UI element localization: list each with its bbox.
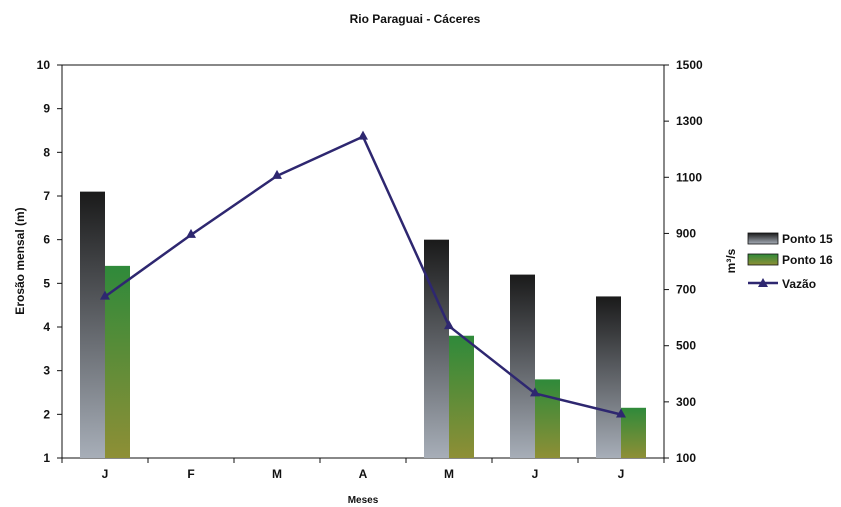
y-tick-label: 1 [43,451,50,465]
y2-axis-ticks: 100 300 500 700 900 1100 1300 1500 [664,58,703,465]
y-tick-label: 3 [43,364,50,378]
legend-label-vazao: Vazão [782,277,816,291]
vazao-point [444,320,454,330]
x-tick-label: A [359,467,368,481]
bar-ponto-15 [424,239,449,458]
y-tick-label: 7 [43,189,50,203]
x-tick-label: M [444,467,454,481]
y2-axis-title: m³/s [724,248,738,273]
bars [80,191,646,458]
vazao-point [100,290,110,300]
plot-area [61,64,665,459]
legend-swatch-ponto15 [747,232,779,245]
y-tick-label: 4 [43,320,50,334]
legend-label-ponto15: Ponto 15 [782,232,833,246]
y-axis-title: Erosão mensal (m) [13,207,27,314]
vazao-point [616,408,626,418]
legend-swatch-ponto16 [747,253,779,266]
bar-ponto-16 [105,265,130,458]
x-tick-label: J [102,467,109,481]
y2-tick-label: 900 [676,226,696,240]
y-tick-label: 8 [43,145,50,159]
chart-title: Rio Paraguai - Cáceres [350,12,481,26]
legend: Ponto 15 Ponto 16 Vazão [747,232,833,291]
y2-tick-label: 1100 [676,170,702,184]
vazao-line [100,130,626,418]
y2-tick-label: 700 [676,283,696,297]
y2-tick-label: 1300 [676,114,703,128]
vazao-point [272,169,282,179]
y-tick-label: 5 [43,276,50,290]
y2-tick-label: 300 [676,395,696,409]
legend-marker-vazao [758,278,768,287]
legend-label-ponto16: Ponto 16 [782,253,833,267]
vazao-point [358,130,368,140]
bar-ponto-15 [510,274,535,458]
vazao-line-path [104,135,622,416]
x-tick-label: M [272,467,282,481]
bar-ponto-16 [449,335,474,458]
y-tick-label: 2 [43,407,50,421]
x-tick-label: J [532,467,539,481]
y2-tick-label: 500 [676,339,696,353]
y-tick-label: 6 [43,233,50,247]
bar-ponto-15 [596,296,621,458]
y-axis-ticks: 1 2 3 4 5 6 7 8 9 10 [37,58,62,465]
y2-tick-label: 1500 [676,58,703,72]
x-tick-label: J [618,467,625,481]
y-tick-label: 10 [37,58,51,72]
y2-tick-label: 100 [676,451,696,465]
bar-ponto-16 [535,379,560,458]
y-tick-label: 9 [43,102,50,116]
x-tick-label: F [187,467,194,481]
bar-ponto-15 [80,191,105,458]
vazao-point [530,387,540,397]
x-axis-title: Meses [348,495,379,506]
vazao-point [186,228,196,238]
